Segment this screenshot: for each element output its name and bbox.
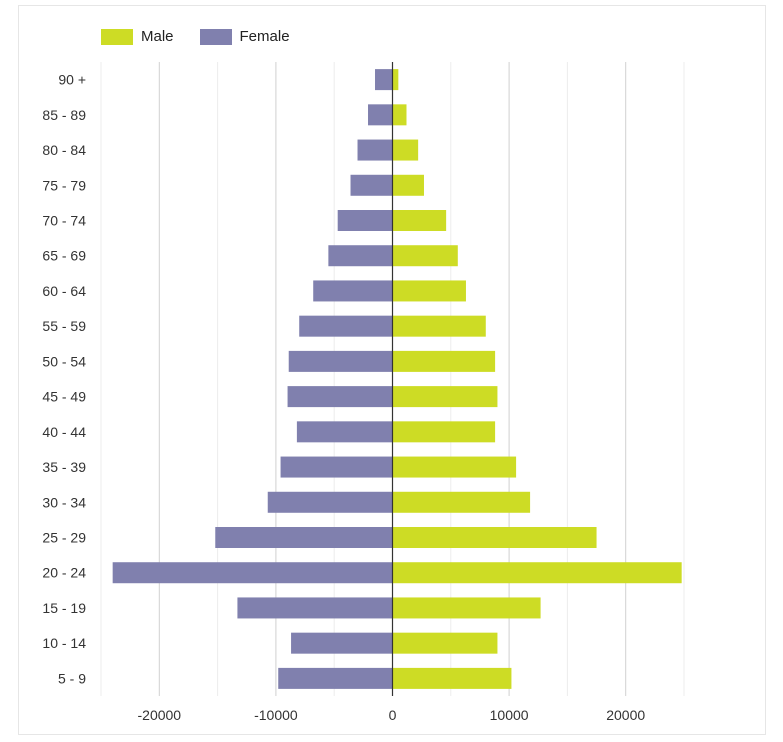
legend-swatch-male [101, 28, 133, 45]
legend-item-female[interactable]: Female [199, 28, 290, 45]
category-label: 30 - 34 [42, 494, 86, 510]
legend-label-male: Male [141, 28, 174, 45]
category-label: 85 - 89 [42, 107, 86, 123]
bar-female [375, 69, 393, 91]
x-tick-label: -20000 [138, 707, 182, 723]
bar-male [392, 69, 399, 91]
bar-male [392, 350, 496, 372]
category-label: 55 - 59 [42, 318, 86, 334]
category-label: 40 - 44 [42, 424, 86, 440]
category-label: 45 - 49 [42, 389, 86, 405]
category-label: 35 - 39 [42, 459, 86, 475]
x-tick-label: 0 [389, 707, 397, 723]
bar-male [392, 315, 486, 337]
bar-male [392, 421, 496, 443]
bar-female [291, 632, 393, 654]
bar-male [392, 104, 407, 126]
bar-female [337, 210, 393, 231]
bar-male [392, 491, 531, 513]
bar-female [288, 350, 393, 372]
bar-male [392, 245, 458, 267]
category-label: 75 - 79 [42, 177, 86, 193]
category-label: 70 - 74 [42, 213, 86, 229]
x-tick-label: 10000 [490, 707, 529, 723]
bar-male [392, 632, 498, 654]
category-label: 25 - 29 [42, 530, 86, 546]
bar-female [280, 456, 393, 478]
category-label: 5 - 9 [58, 670, 86, 686]
category-label: 20 - 24 [42, 565, 86, 581]
category-label: 65 - 69 [42, 248, 86, 264]
category-label: 15 - 19 [42, 600, 86, 616]
bar-male [392, 139, 419, 161]
x-tick-label: -10000 [254, 707, 298, 723]
bar-female [112, 562, 393, 584]
bar-female [368, 104, 393, 126]
bar-male [392, 456, 517, 478]
bar-female [357, 139, 393, 161]
category-label: 60 - 64 [42, 283, 86, 299]
bar-female [215, 527, 393, 548]
bar-male [392, 386, 498, 408]
bar-female [278, 667, 393, 689]
bar-female [237, 597, 393, 619]
bar-female [313, 280, 393, 302]
bar-female [296, 421, 393, 443]
legend-label-female: Female [239, 28, 290, 45]
bar-male [392, 667, 512, 689]
bar-female [267, 491, 393, 513]
bar-male [392, 597, 541, 619]
category-label: 90 + [58, 72, 86, 88]
bar-male [392, 527, 597, 548]
legend: Male Female [101, 28, 290, 45]
bar-female [299, 315, 393, 337]
bar-male [392, 280, 466, 302]
category-label: 80 - 84 [42, 142, 86, 158]
bar-female [350, 174, 393, 196]
bar-male [392, 174, 424, 196]
bar-male [392, 562, 682, 584]
category-label: 10 - 14 [42, 635, 86, 651]
x-tick-label: 20000 [606, 707, 645, 723]
legend-swatch-female [199, 28, 232, 45]
legend-item-male[interactable]: Male [101, 28, 174, 45]
bar-female [287, 386, 393, 408]
bar-male [392, 210, 447, 231]
category-label: 50 - 54 [42, 353, 86, 369]
bar-female [328, 245, 393, 267]
